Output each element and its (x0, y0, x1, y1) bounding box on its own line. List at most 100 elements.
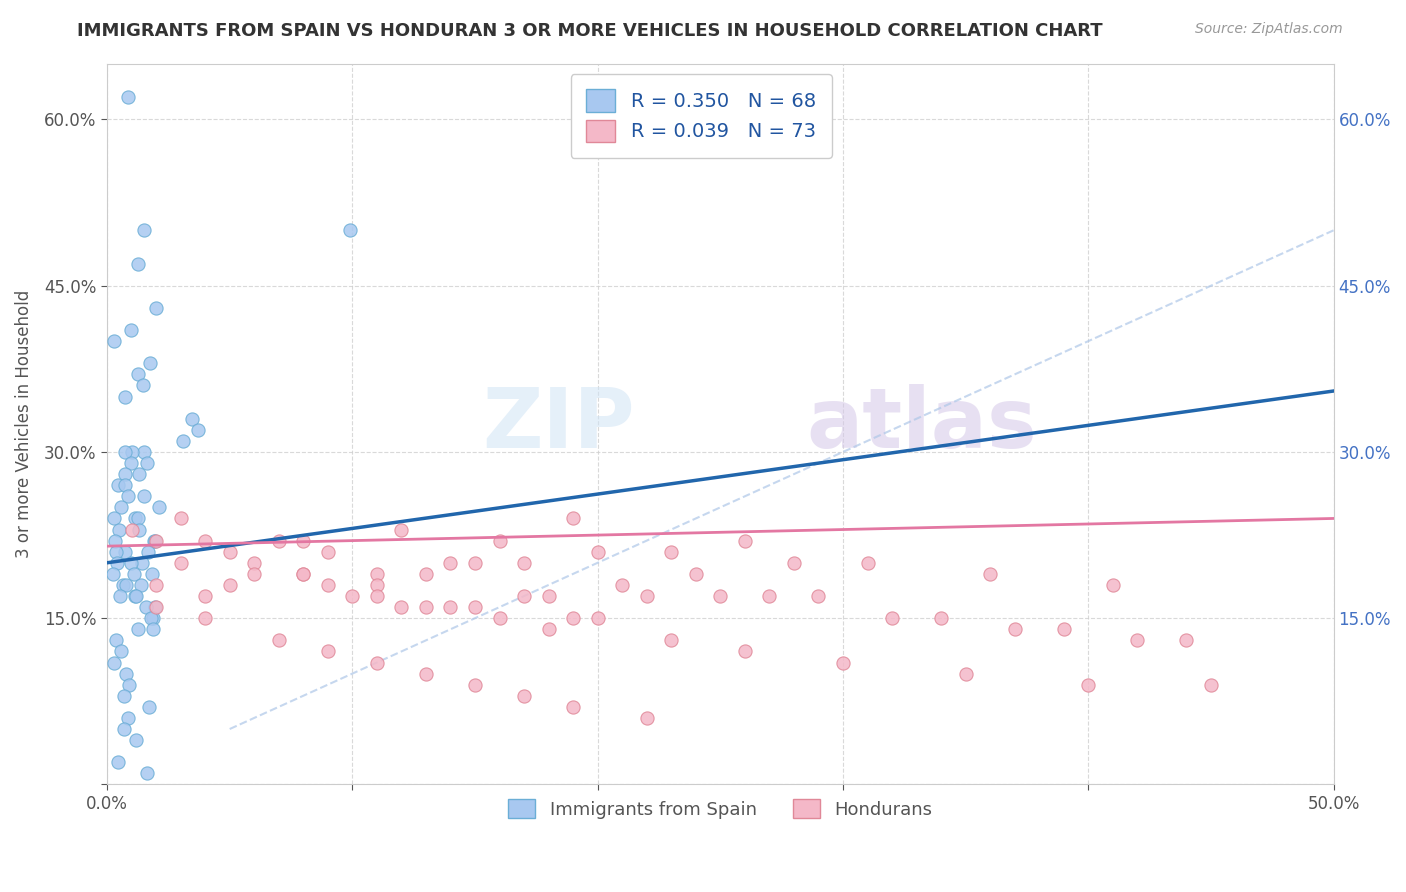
Point (562, 699, 585, 714)
Point (979, 566, 1001, 581)
Point (145, 301, 167, 315)
Point (104, 533, 127, 548)
Point (124, 589, 146, 603)
Point (464, 556, 486, 570)
Point (1199, 678, 1222, 692)
Point (1126, 633, 1149, 648)
Point (1053, 622, 1076, 636)
Point (121, 523, 143, 537)
Point (464, 678, 486, 692)
Point (180, 411, 202, 425)
Point (143, 600, 166, 615)
Point (114, 467, 136, 482)
Point (1077, 678, 1099, 692)
Point (103, 566, 125, 581)
Point (120, 323, 142, 337)
Point (122, 566, 145, 581)
Point (316, 644, 339, 658)
Text: ZIP: ZIP (482, 384, 634, 465)
Point (464, 600, 486, 615)
Point (105, 556, 128, 570)
Point (145, 578, 167, 592)
Point (124, 511, 146, 525)
Point (112, 689, 135, 703)
Point (114, 390, 136, 404)
Point (562, 611, 585, 625)
Point (134, 445, 156, 459)
Point (135, 600, 157, 615)
Point (145, 533, 167, 548)
Point (488, 611, 510, 625)
Point (1101, 578, 1123, 592)
Point (128, 467, 150, 482)
Point (243, 566, 266, 581)
Point (685, 566, 707, 581)
Point (292, 566, 315, 581)
Point (415, 566, 437, 581)
Point (488, 533, 510, 548)
Point (110, 644, 132, 658)
Point (142, 611, 165, 625)
Point (218, 544, 240, 558)
Point (131, 556, 153, 570)
Point (127, 256, 149, 270)
Point (128, 523, 150, 537)
Point (391, 523, 413, 537)
Point (1175, 633, 1198, 648)
Point (121, 445, 143, 459)
Point (125, 733, 148, 747)
Point (316, 578, 339, 592)
Point (659, 633, 682, 648)
Point (267, 533, 290, 548)
Point (734, 533, 756, 548)
Point (112, 578, 135, 592)
Point (194, 611, 217, 625)
Point (120, 556, 142, 570)
Point (117, 90, 139, 104)
Point (143, 533, 166, 548)
Point (142, 533, 165, 548)
Point (562, 511, 585, 525)
Point (292, 533, 315, 548)
Point (136, 544, 159, 558)
Point (709, 589, 731, 603)
Point (132, 378, 155, 392)
Point (783, 556, 806, 570)
Point (114, 544, 136, 558)
Point (955, 666, 977, 681)
Point (103, 656, 125, 670)
Point (108, 523, 131, 537)
Point (107, 756, 129, 770)
Text: Source: ZipAtlas.com: Source: ZipAtlas.com (1195, 22, 1343, 37)
Point (513, 556, 536, 570)
Point (659, 544, 682, 558)
Point (136, 766, 159, 780)
Point (856, 556, 879, 570)
Text: atlas: atlas (806, 384, 1038, 465)
Point (339, 223, 361, 237)
Point (513, 689, 536, 703)
Point (734, 644, 756, 658)
Point (110, 500, 132, 515)
Point (342, 589, 364, 603)
Point (172, 434, 194, 448)
Point (366, 656, 388, 670)
Point (108, 589, 131, 603)
Point (832, 656, 855, 670)
Point (194, 589, 217, 603)
Point (104, 633, 127, 648)
Point (142, 622, 165, 636)
Point (145, 600, 167, 615)
Point (118, 678, 141, 692)
Point (391, 600, 413, 615)
Point (138, 699, 160, 714)
Point (292, 566, 315, 581)
Point (114, 445, 136, 459)
Point (636, 589, 658, 603)
Point (366, 578, 388, 592)
Point (513, 589, 536, 603)
Point (586, 544, 609, 558)
Point (880, 611, 903, 625)
Point (105, 544, 128, 558)
Point (612, 578, 634, 592)
